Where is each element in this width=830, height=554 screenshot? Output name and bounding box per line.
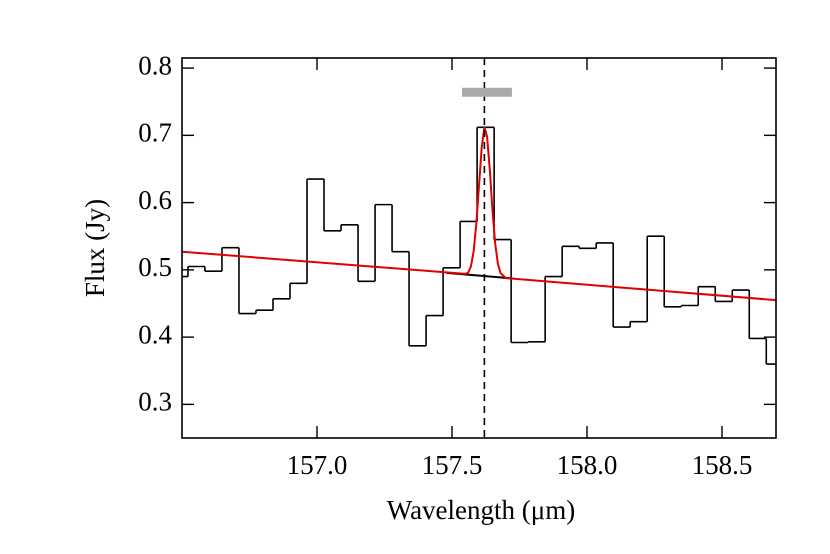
- plot-area: [182, 58, 776, 438]
- y-tick-label: 0.5: [138, 252, 172, 282]
- y-tick-label: 0.8: [138, 50, 172, 80]
- y-tick-label: 0.7: [138, 118, 172, 148]
- x-tick-label: 158.5: [692, 450, 753, 480]
- y-axis-label: Flux (Jy): [80, 199, 110, 297]
- y-tick-label: 0.3: [138, 387, 172, 417]
- x-tick-label: 157.0: [287, 450, 348, 480]
- y-tick-label: 0.4: [138, 319, 172, 349]
- y-tick-label: 0.6: [138, 185, 172, 215]
- axes-frame: [181, 57, 777, 439]
- x-tick-label: 157.5: [422, 450, 483, 480]
- x-tick-label: 158.0: [557, 450, 618, 480]
- fit-line: [182, 126, 776, 302]
- x-axis-label: Wavelength (μm): [387, 495, 576, 525]
